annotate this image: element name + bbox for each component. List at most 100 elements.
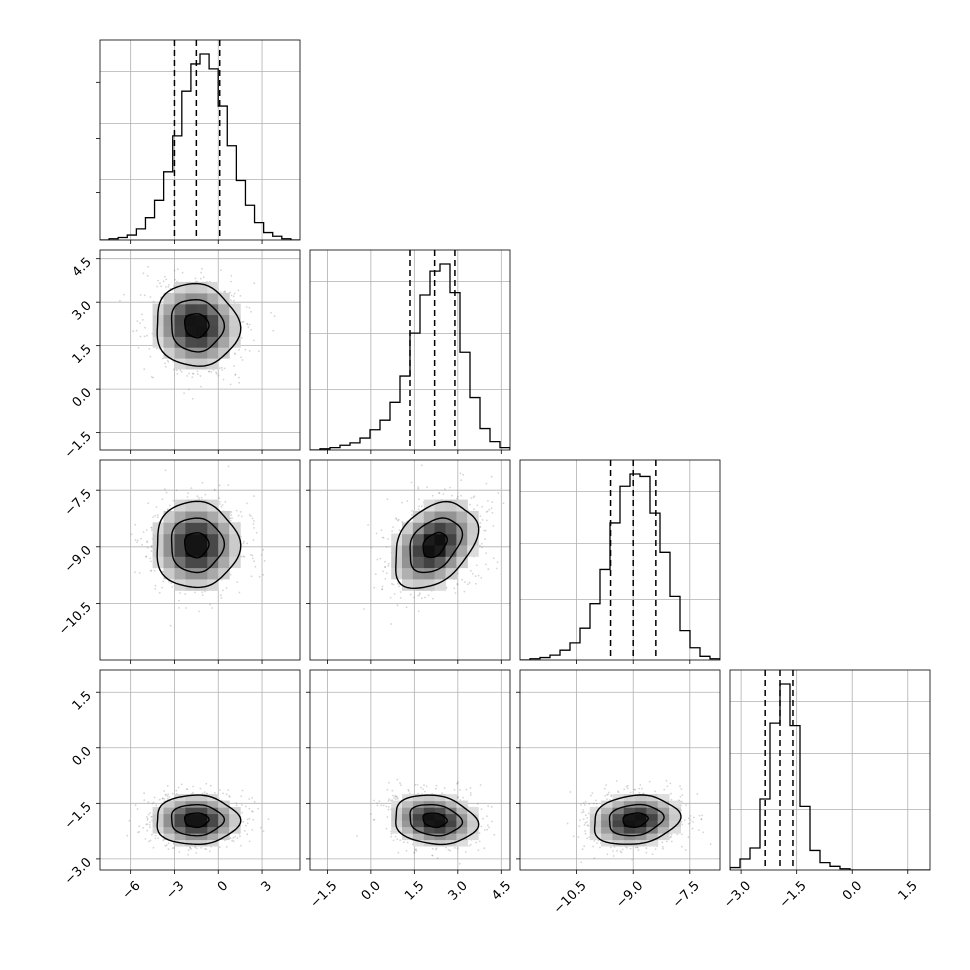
scatter-point [246, 833, 249, 836]
scatter-point [145, 555, 148, 558]
density-cell [174, 833, 186, 841]
scatter-point [470, 570, 472, 572]
density-cell [185, 292, 197, 305]
scatter-point [363, 608, 365, 610]
y-tick-label: 4.5 [70, 255, 95, 280]
density-cell [207, 544, 219, 557]
density-cell [185, 499, 197, 512]
scatter-point [253, 800, 256, 803]
scatter-point [203, 791, 206, 794]
density-cell [467, 522, 479, 535]
density-cell [467, 533, 479, 546]
scatter-point [253, 527, 256, 529]
scatter-point [262, 548, 265, 551]
scatter-point [386, 498, 389, 501]
scatter-point [175, 369, 178, 372]
scatter-point [385, 572, 388, 575]
scatter-point [149, 355, 152, 358]
scatter-point [180, 371, 183, 373]
panel-frame [99, 459, 301, 661]
scatter-point [186, 788, 189, 791]
scatter-point [393, 593, 396, 595]
scatter-point [149, 812, 152, 814]
scatter-point [154, 834, 157, 837]
density-cell [434, 807, 447, 815]
scatter-point [142, 531, 145, 533]
scatter-point [231, 839, 234, 842]
scatter-point [243, 556, 246, 558]
y-tick-label: −1.5 [62, 429, 95, 462]
scatter-point [149, 296, 152, 298]
scatter-point [146, 829, 149, 832]
density-cell [196, 325, 208, 337]
scatter-point [418, 592, 421, 595]
density-cell [185, 358, 197, 370]
scatter-point [492, 557, 495, 560]
density-cell [229, 303, 241, 316]
scatter-point [502, 502, 505, 505]
panel-p4-p1: −6 −3 0 3−3.0−1.50.01.5 [62, 669, 301, 903]
scatter-point [221, 369, 224, 371]
scatter-point [141, 319, 144, 321]
density-cell [174, 567, 186, 580]
x-tick-label: 3.0 [446, 878, 471, 903]
density-cell [434, 839, 447, 847]
scatter-point [247, 326, 250, 328]
scatter-point [187, 849, 190, 852]
density-cell [196, 303, 208, 316]
scatter-point [204, 590, 206, 593]
scatter-point [472, 496, 475, 499]
scatter-point [146, 546, 149, 549]
scatter-point [424, 790, 426, 793]
scatter-point [150, 376, 153, 378]
scatter-point [459, 472, 462, 475]
scatter-point [443, 787, 446, 789]
scatter-point [456, 795, 459, 798]
scatter-point [168, 284, 170, 286]
scatter-point [165, 365, 167, 368]
density-cell [207, 314, 219, 326]
scatter-point [138, 831, 141, 833]
scatter-point [142, 826, 145, 829]
scatter-point [145, 823, 148, 826]
density-cell [196, 533, 208, 546]
density-cell [434, 833, 447, 841]
y-tick-label: 1.5 [70, 688, 95, 713]
scatter-point [387, 799, 390, 802]
scatter-point [662, 846, 664, 848]
scatter-point [225, 587, 228, 589]
scatter-point [240, 844, 242, 847]
scatter-point [176, 373, 179, 375]
scatter-point [409, 593, 412, 596]
scatter-point [149, 839, 152, 842]
density-cell [467, 813, 479, 821]
scatter-point [172, 285, 175, 288]
scatter-point [444, 488, 446, 491]
scatter-point [221, 504, 224, 506]
density-cell [467, 544, 479, 557]
scatter-point [134, 804, 137, 807]
scatter-point [398, 529, 401, 531]
density-cell [412, 533, 425, 546]
scatter-point [425, 785, 428, 788]
scatter-point [619, 850, 622, 853]
density-cell [174, 820, 186, 828]
scatter-point [487, 568, 490, 571]
scatter-point [248, 817, 251, 820]
scatter-point [270, 311, 272, 314]
density-cell [423, 544, 436, 557]
scatter-point [166, 785, 169, 787]
panel-p4-p3: −10.5 −9.0 −7.5 [516, 669, 721, 917]
scatter-point [150, 569, 153, 572]
scatter-point [132, 330, 135, 333]
density-cell [174, 325, 186, 337]
scatter-point [457, 781, 459, 783]
scatter-point [388, 806, 390, 808]
density-cell [434, 533, 447, 546]
scatter-point [161, 586, 164, 589]
scatter-point [165, 491, 168, 494]
scatter-point [168, 580, 171, 583]
scatter-point [222, 589, 224, 592]
scatter-point [426, 486, 428, 489]
scatter-point [227, 465, 230, 468]
